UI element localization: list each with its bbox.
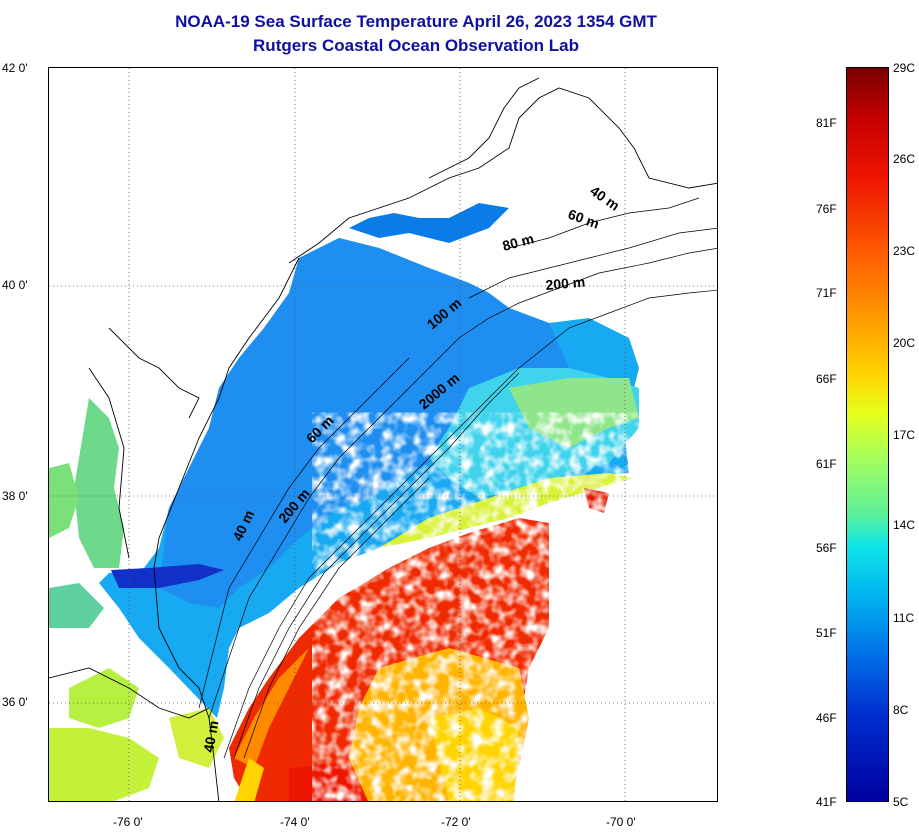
sst-map: 40 m 60 m 80 m 200 m 100 m 2000 m 60 m 2… bbox=[48, 67, 718, 802]
colorbar-f-41: 41F bbox=[816, 795, 837, 809]
isobath-label-40m-north: 40 m bbox=[587, 182, 622, 213]
colorbar-f-61: 61F bbox=[816, 457, 837, 471]
lon-label-76: -76 0' bbox=[113, 815, 143, 829]
isobath-label-80m: 80 m bbox=[501, 230, 536, 254]
isobath-label-200m-north: 200 m bbox=[545, 274, 586, 293]
colorbar-c-14: 14C bbox=[893, 518, 916, 532]
lat-label-42: 42 0' bbox=[2, 61, 28, 75]
colorbar-c-5: 5C bbox=[893, 795, 909, 809]
lat-label-36: 36 0' bbox=[2, 695, 28, 709]
colorbar-f-56: 56F bbox=[816, 541, 837, 555]
colorbar-c-20: 20C bbox=[893, 336, 916, 350]
isobath-label-40m-south: 40 m bbox=[200, 719, 221, 753]
lat-label-40: 40 0' bbox=[2, 278, 28, 292]
cloud-mask bbox=[349, 448, 717, 801]
colorbar-f-81: 81F bbox=[816, 116, 837, 130]
coastline bbox=[49, 77, 717, 801]
map-title: NOAA-19 Sea Surface Temperature April 26… bbox=[175, 12, 657, 31]
colorbar-f-71: 71F bbox=[816, 286, 837, 300]
lon-label-74: -74 0' bbox=[280, 815, 310, 829]
bays bbox=[49, 398, 224, 801]
colorbar-c-8: 8C bbox=[893, 703, 909, 717]
temperature-colorbar bbox=[846, 67, 889, 802]
graticule bbox=[49, 68, 717, 801]
isobath-label-60m-north: 60 m bbox=[566, 206, 601, 232]
sst-map-graphic: 40 m 60 m 80 m 200 m 100 m 2000 m 60 m 2… bbox=[49, 68, 717, 801]
lon-label-72: -72 0' bbox=[441, 815, 471, 829]
colorbar-c-23: 23C bbox=[893, 244, 916, 258]
lon-label-70: -70 0' bbox=[606, 815, 636, 829]
colorbar-f-66: 66F bbox=[816, 372, 837, 386]
colorbar-c-29: 29C bbox=[893, 61, 916, 75]
colorbar-f-51: 51F bbox=[816, 626, 837, 640]
colorbar-c-11: 11C bbox=[893, 611, 915, 625]
colorbar-c-17: 17C bbox=[893, 428, 916, 442]
map-subtitle: Rutgers Coastal Ocean Observation Lab bbox=[253, 36, 579, 55]
colorbar-f-46: 46F bbox=[816, 711, 837, 725]
lat-label-38: 38 0' bbox=[2, 489, 28, 503]
colorbar-c-26: 26C bbox=[893, 152, 916, 166]
colorbar-f-76: 76F bbox=[816, 202, 837, 216]
isobath-lines bbox=[198, 197, 717, 759]
